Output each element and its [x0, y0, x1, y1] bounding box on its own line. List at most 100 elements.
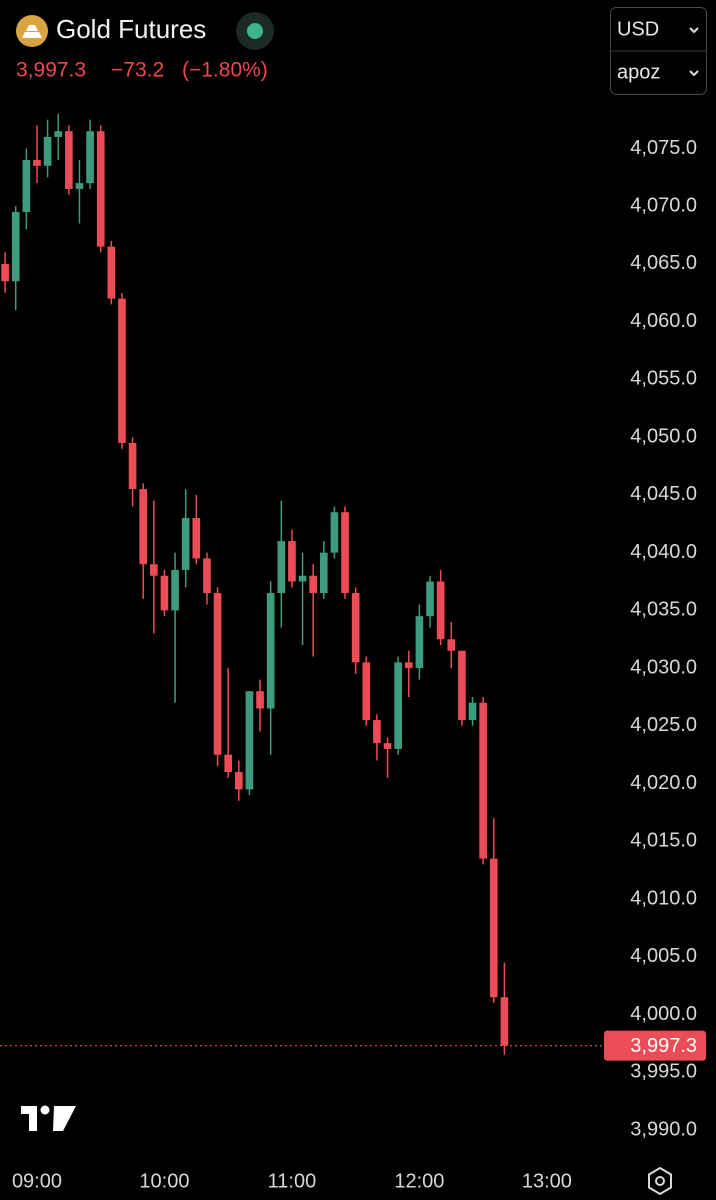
candle	[404, 650, 413, 697]
candle	[319, 541, 328, 599]
candle-body	[330, 512, 339, 553]
candle	[75, 160, 84, 224]
candle	[458, 650, 466, 726]
y-tick-label: 4,075.0	[630, 137, 697, 159]
candle	[394, 656, 402, 755]
candle-body	[468, 702, 477, 721]
y-tick-label: 4,055.0	[630, 368, 697, 390]
price-change-percent: (−1.80%)	[182, 59, 268, 82]
candle-body	[309, 575, 317, 594]
candle-body	[298, 575, 307, 582]
candle-body	[33, 160, 41, 166]
y-tick-label: 4,035.0	[630, 599, 697, 621]
y-tick-label: 4,000.0	[630, 1003, 697, 1025]
candle-body	[394, 662, 402, 749]
candle-body	[489, 858, 498, 998]
x-tick-label: 09:00	[12, 1170, 62, 1192]
candle	[341, 506, 349, 599]
candle	[160, 569, 169, 617]
candle-body	[351, 593, 360, 663]
candle	[203, 552, 211, 605]
candle	[298, 552, 307, 646]
y-tick-label: 3,995.0	[630, 1061, 697, 1083]
candle-body	[139, 489, 148, 565]
candle-body	[266, 593, 275, 709]
y-tick-label: 4,025.0	[630, 714, 697, 736]
candle	[288, 529, 296, 588]
y-tick-label: 4,040.0	[630, 541, 697, 563]
candle	[277, 500, 286, 628]
symbol-title: Gold Futures	[56, 14, 206, 44]
y-tick-label: 4,015.0	[630, 830, 697, 852]
candle	[245, 691, 254, 796]
candle	[426, 575, 434, 628]
candle-body	[224, 754, 233, 773]
candle	[351, 587, 360, 674]
candle-body	[192, 517, 201, 559]
candle	[192, 494, 201, 565]
candle	[309, 564, 317, 657]
candle-body	[181, 517, 190, 570]
y-tick-label: 4,065.0	[630, 252, 697, 274]
unit-label[interactable]: apoz	[617, 61, 660, 83]
x-tick-label: 10:00	[139, 1170, 189, 1192]
candle	[468, 696, 477, 726]
candle-body	[245, 691, 254, 790]
symbol-icon	[16, 15, 48, 47]
x-tick-label: 13:00	[522, 1170, 572, 1192]
candle-body	[75, 183, 84, 189]
candle	[213, 587, 222, 767]
candle-body	[54, 131, 63, 137]
candle-body	[500, 997, 509, 1046]
last-price-badge	[604, 1030, 706, 1061]
candle-body	[128, 442, 137, 490]
candle-body	[160, 575, 169, 611]
candle-body	[404, 662, 413, 669]
candle-body	[415, 616, 424, 669]
candle	[33, 125, 41, 184]
candle-body	[203, 558, 211, 594]
candle-body	[150, 564, 158, 576]
candle-body	[107, 246, 116, 299]
currency-label: USD	[617, 18, 659, 40]
candle	[43, 119, 52, 178]
candle	[54, 113, 63, 161]
candle	[96, 125, 105, 253]
y-tick-label: 4,030.0	[630, 656, 697, 678]
y-tick-label: 4,045.0	[630, 483, 697, 505]
candle-body	[11, 212, 20, 282]
y-tick-label: 4,010.0	[630, 887, 697, 909]
candle	[500, 962, 509, 1055]
candle-body	[234, 772, 243, 790]
y-tick-label: 4,020.0	[630, 772, 697, 794]
y-tick-label: 4,005.0	[630, 945, 697, 967]
candle	[266, 581, 275, 755]
candle	[171, 552, 179, 703]
candle	[489, 818, 498, 1003]
candle-body	[65, 131, 73, 189]
last-price-label: 3,997.3	[630, 1035, 697, 1057]
y-tick-label: 4,050.0	[630, 425, 697, 447]
settings-button[interactable]	[648, 1166, 672, 1196]
y-tick-label: 4,060.0	[630, 310, 697, 332]
candle-body	[1, 263, 9, 282]
candle	[107, 240, 116, 305]
candle	[415, 604, 424, 680]
market-status[interactable]	[236, 12, 274, 50]
logo[interactable]	[21, 1105, 76, 1132]
candle-body	[86, 131, 94, 184]
last-price: 3,997.3	[16, 59, 86, 82]
candle	[447, 621, 456, 669]
candle-body	[362, 662, 371, 721]
candle	[330, 506, 339, 559]
candle-body	[447, 639, 456, 651]
candle-body	[256, 691, 264, 709]
candle	[224, 668, 233, 778]
candle-body	[171, 569, 179, 611]
candle-body	[22, 160, 31, 213]
currency-selector[interactable]: USD apoz	[610, 7, 707, 95]
candle-body	[373, 720, 381, 744]
candle	[234, 760, 243, 801]
candle	[181, 489, 190, 588]
